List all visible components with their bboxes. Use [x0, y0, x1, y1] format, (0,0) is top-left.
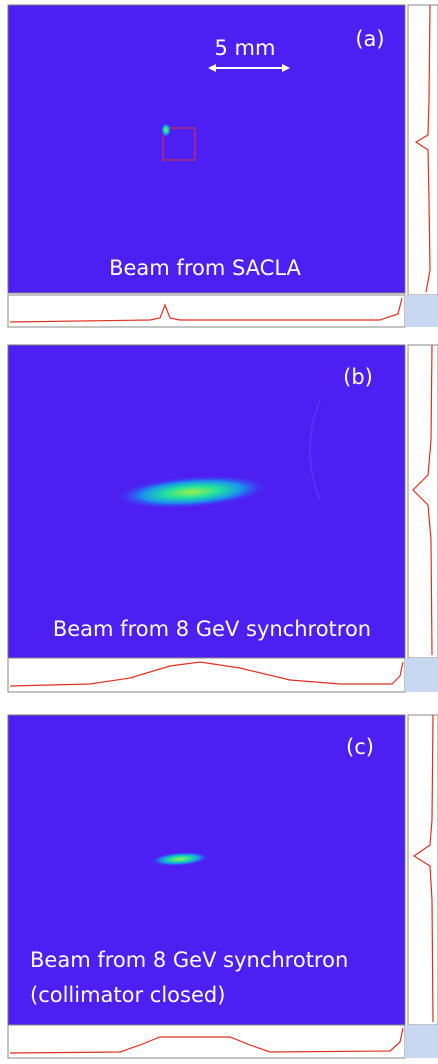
caption: Beam from 8 GeV synchrotron: [53, 617, 371, 641]
corner: [405, 295, 438, 327]
caption: (collimator closed): [30, 983, 225, 1007]
caption: Beam from 8 GeV synchrotron: [30, 948, 348, 972]
panel-label: (c): [346, 735, 374, 759]
panel-a: 5 mm (a) Beam from SACLA: [8, 5, 438, 327]
panel-label: (a): [355, 27, 384, 51]
figure: 5 mm (a) Beam from SACLA (b) Beam from 8…: [0, 0, 438, 1064]
scale-label: 5 mm: [215, 36, 276, 60]
beam-image: [8, 5, 405, 293]
corner: [405, 1025, 438, 1058]
vertical-profile: [408, 5, 438, 295]
vertical-profile: [408, 345, 438, 658]
vertical-profile: [408, 715, 438, 1025]
corner: [405, 658, 438, 692]
beam-spot: [161, 123, 171, 137]
horizontal-profile: [8, 295, 405, 327]
caption: Beam from SACLA: [109, 256, 301, 280]
beam-image: [8, 715, 405, 1025]
panel-b: (b) Beam from 8 GeV synchrotron: [8, 345, 438, 692]
panel-c: (c) Beam from 8 GeV synchrotron (collima…: [8, 715, 438, 1058]
panel-label: (b): [343, 365, 373, 389]
